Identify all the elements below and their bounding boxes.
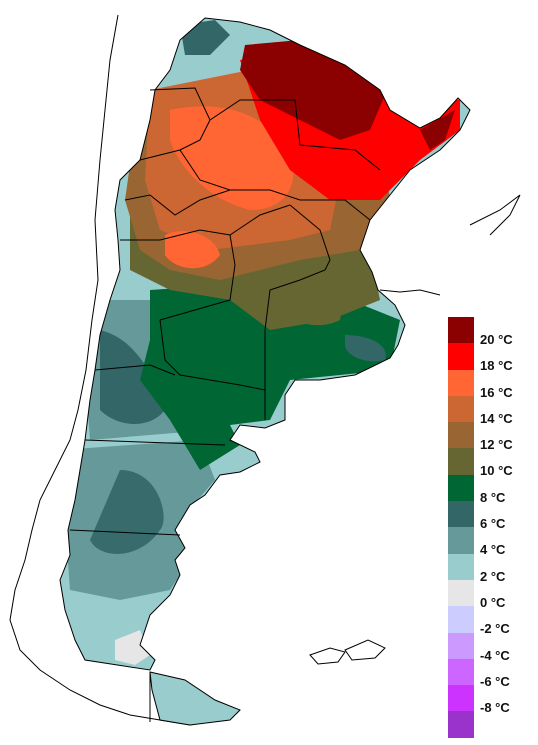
legend-swatch [448,474,474,502]
malvinas-islands [309,639,386,665]
chile-coastline [9,14,521,726]
legend-row: 2 °C [448,553,538,583]
legend-swatch [448,658,474,686]
legend-row: 6 °C [448,501,538,531]
legend-swatch [448,685,474,712]
legend-swatch [448,553,474,580]
legend-row: 10 °C [448,448,538,478]
legend-swatch [448,501,474,528]
legend-label: 20 °C [480,332,513,347]
legend-label: -4 °C [480,647,510,663]
legend-row: 8 °C [448,474,538,504]
legend-row: -8 °C [448,685,538,715]
legend-row: 20 °C [448,317,538,347]
legend-row: -6 °C [448,658,538,688]
legend-row: -4 °C [448,632,538,662]
legend-label: -2 °C [480,621,510,637]
legend-label: 6 °C [480,516,506,532]
legend-swatch [448,369,474,396]
legend-swatch [448,395,474,423]
legend-swatch [448,448,474,475]
legend-swatch [448,317,474,344]
legend-label: 8 °C [480,489,506,505]
legend-label: 12 °C [480,437,513,453]
legend-row: 16 °C [448,369,538,399]
legend-label: 2 °C [480,568,506,584]
legend-label: 0 °C [480,594,506,610]
legend-label: 10 °C [480,463,513,479]
legend-row: 0 °C [448,579,538,609]
legend-row: 12 °C [448,422,538,452]
tierra-del-fuego [149,671,241,726]
legend-swatch [448,606,474,633]
legend-label: 14 °C [480,410,513,426]
temperature-legend: 20 °C 18 °C 16 °C 14 °C 12 °C 10 °C 8 °C 6 °C 4 … [448,317,538,738]
legend-swatch [448,632,474,659]
legend-label: 4 °C [480,542,506,558]
legend-row: 18 °C [448,343,538,373]
legend-row: -2 °C [448,606,538,636]
legend-label: -8 °C [480,700,510,716]
legend-swatch [448,579,474,607]
legend-row [448,711,538,738]
legend-swatch [448,422,474,449]
legend-label: 16 °C [480,384,513,400]
province-borders [59,17,471,671]
legend-swatch [448,527,474,554]
legend-label: 18 °C [480,358,513,374]
legend-row: 4 °C [448,527,538,557]
legend-swatch [448,711,474,738]
legend-label: -6 °C [480,673,510,689]
legend-swatch [448,343,474,370]
legend-row: 14 °C [448,395,538,425]
